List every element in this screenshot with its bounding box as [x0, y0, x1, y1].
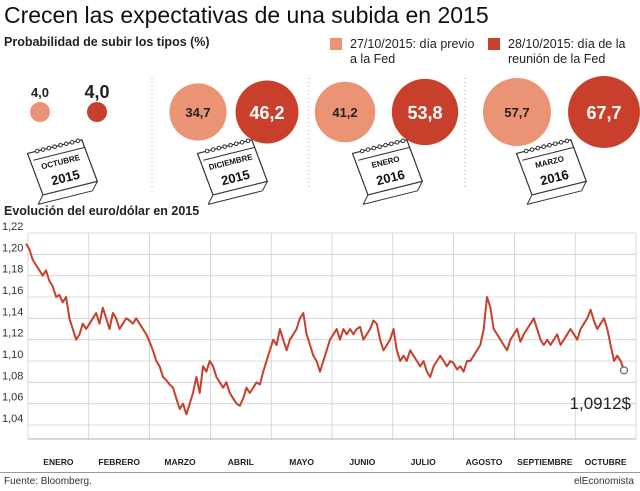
- probability-bubble-after: [87, 102, 107, 122]
- legend-label-before: 27/10/2015: día previo a la Fed: [350, 37, 475, 66]
- chart-subtitle: Probabilidad de subir los tipos (%): [4, 35, 210, 49]
- euro-dollar-series-line: [25, 243, 625, 416]
- y-tick-label: 1,04: [2, 413, 23, 425]
- probability-label-after: 4,0: [84, 82, 109, 102]
- line-chart-title: Evolución del euro/dólar en 2015: [4, 204, 199, 218]
- brand-logo: elEconomista: [573, 476, 634, 487]
- x-tick-label: MARZO: [164, 457, 196, 467]
- y-tick-label: 1,06: [2, 392, 23, 404]
- source-note: Fuente: Bloomberg.: [4, 476, 92, 487]
- chart-title: Crecen las expectativas de una subida en…: [4, 2, 489, 28]
- probability-bubble-after: [568, 76, 640, 148]
- y-tick-label: 1,18: [2, 264, 23, 276]
- x-tick-label: SEPTIEMBRE: [517, 457, 573, 467]
- probability-label-after: 53,8: [407, 103, 442, 123]
- calendar-year: 2015: [50, 167, 82, 189]
- x-tick-label: ENERO: [43, 457, 74, 467]
- legend-swatch-before: [330, 38, 342, 50]
- probability-label-before: 4,0: [31, 85, 49, 100]
- calendar-year: 2015: [220, 167, 252, 189]
- probability-bubble-before: [314, 81, 376, 143]
- x-tick-label: FEBRERO: [98, 457, 140, 467]
- probability-bubble-before: [482, 77, 552, 147]
- y-tick-label: 1,12: [2, 328, 23, 340]
- probability-label-before: 41,2: [332, 105, 357, 120]
- y-tick-label: 1,10: [2, 349, 23, 361]
- end-value-label: 1,0912$: [570, 394, 632, 413]
- y-tick-label: 1,22: [2, 221, 23, 233]
- probability-bubble-before: [169, 83, 227, 141]
- x-tick-label: JUNIO: [349, 457, 375, 467]
- x-tick-label: OCTUBRE: [585, 457, 627, 467]
- end-point-marker: [619, 366, 629, 375]
- probability-label-before: 34,7: [185, 105, 210, 120]
- legend-swatch-after: [488, 38, 500, 50]
- x-tick-label: ABRIL: [228, 457, 254, 467]
- x-tick-label: MAYO: [289, 457, 314, 467]
- probability-label-after: 67,7: [586, 103, 621, 123]
- y-tick-label: 1,14: [2, 306, 23, 318]
- y-tick-label: 1,16: [2, 285, 23, 297]
- x-tick-label: AGOSTO: [466, 457, 503, 467]
- calendar-year: 2016: [539, 167, 571, 189]
- probability-label-before: 57,7: [504, 105, 529, 120]
- x-tick-label: JULIO: [411, 457, 436, 467]
- calendar-year: 2016: [375, 167, 407, 189]
- probability-bubble-after: [235, 80, 299, 144]
- probability-bubble-after: [391, 78, 459, 146]
- probability-label-after: 46,2: [249, 103, 284, 123]
- probability-bubble-before: [30, 102, 50, 122]
- y-tick-label: 1,08: [2, 370, 23, 382]
- footer-divider: [0, 472, 640, 473]
- legend-label-after: 28/10/2015: día de la reunión de la Fed: [508, 37, 626, 66]
- y-tick-label: 1,20: [2, 242, 23, 254]
